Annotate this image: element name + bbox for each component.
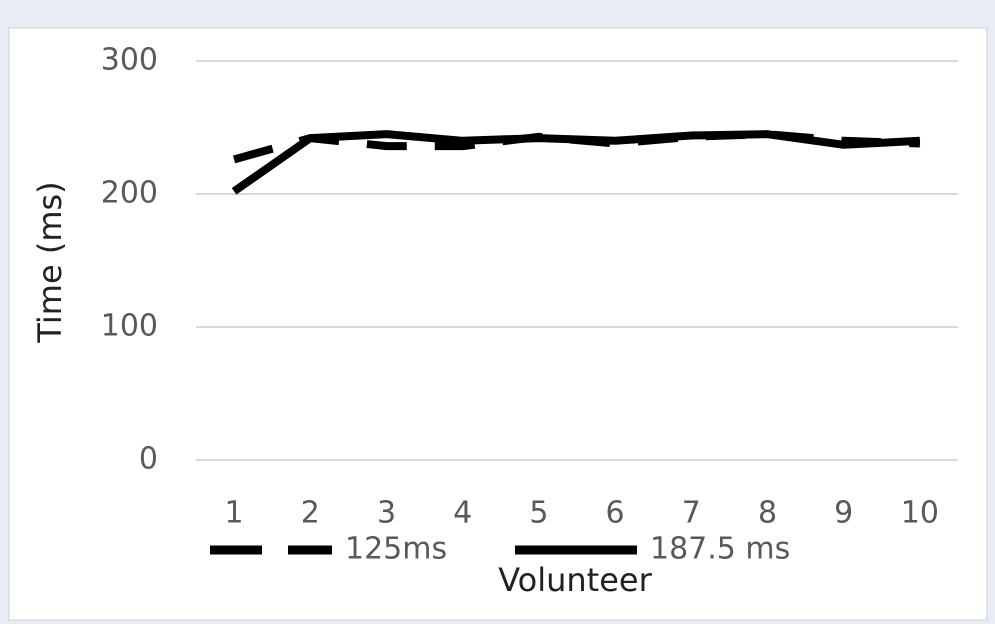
- y-axis-title: Time (ms): [31, 181, 69, 343]
- x-axis-title: Volunteer: [498, 561, 652, 599]
- legend-label: 125ms: [345, 532, 447, 567]
- legend-label: 187.5 ms: [650, 532, 790, 567]
- y-tick-label: 0: [139, 442, 158, 477]
- y-tick-label: 300: [101, 43, 158, 78]
- x-tick-label: 6: [606, 496, 625, 531]
- x-tick-label: 5: [529, 496, 548, 531]
- x-tick-label: 9: [834, 496, 853, 531]
- chart-panel: [8, 27, 988, 621]
- y-tick-label: 200: [101, 176, 158, 211]
- x-tick-label: 7: [682, 496, 701, 531]
- x-tick-label: 3: [377, 496, 396, 531]
- x-tick-label: 8: [758, 496, 777, 531]
- series-line: [231, 130, 921, 195]
- x-tick-label: 2: [301, 496, 320, 531]
- x-tick-label: 1: [225, 496, 244, 531]
- x-tick-label: 4: [453, 496, 472, 531]
- x-tick-label: 10: [901, 496, 939, 531]
- y-tick-label: 100: [101, 309, 158, 344]
